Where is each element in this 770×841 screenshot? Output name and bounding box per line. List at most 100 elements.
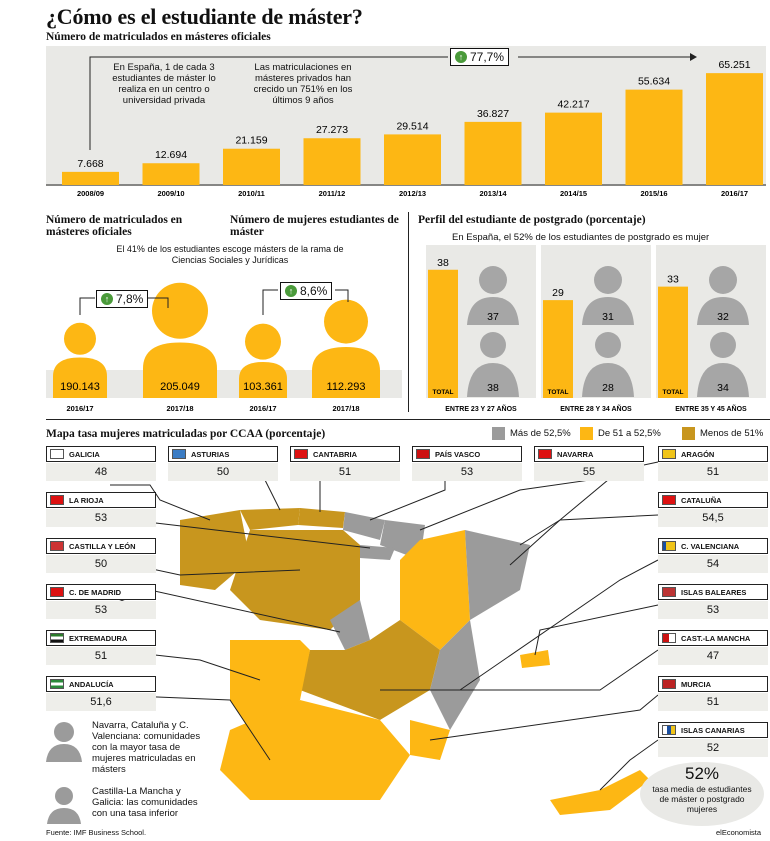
region-castilla-la-mancha <box>300 620 440 720</box>
murcia-name: MURCIA <box>681 679 711 689</box>
label-pais-vasco: PAÍS VASCO <box>412 446 522 462</box>
region-asturias <box>240 508 300 530</box>
la-rioja-flag-icon <box>50 495 64 505</box>
label-madrid: C. DE MADRID <box>46 584 156 600</box>
total-label: TOTAL <box>432 389 453 396</box>
age-group-label: ENTRE 23 Y 27 AÑOS <box>445 404 517 413</box>
canarias-flag-icon <box>662 725 676 735</box>
profile-bar-chart: 38 TOTAL 37 38 ENTRE 23 Y 27 AÑOS 29 TOTAL 31 28… <box>426 245 766 413</box>
legend-swatch-mid <box>580 427 593 440</box>
x-tick-label: 2010/11 <box>238 189 265 198</box>
women-title: Número de mujeres estudiantes de máster <box>230 214 399 238</box>
age-group-label: ENTRE 35 Y 45 AÑOS <box>675 404 747 413</box>
arrow-up-icon: ↑ <box>455 51 467 63</box>
andalucia-flag-icon <box>50 679 64 689</box>
bar-label: 7.668 <box>77 158 103 170</box>
label-valenciana: C. VALENCIANA <box>658 538 768 554</box>
women-value: 37 <box>487 311 499 323</box>
person-head <box>152 282 208 339</box>
la-rioja-name: LA RIOJA <box>69 495 104 505</box>
person-body <box>53 357 107 398</box>
enrollment-bar-chart: 7.668 2008/09 12.694 2009/10 21.159 2010/11 27… <box>46 53 766 198</box>
madrid-name: C. DE MADRID <box>69 587 122 597</box>
man-body <box>467 363 519 397</box>
person-body <box>312 347 380 398</box>
region-valenciana <box>430 620 480 730</box>
enrolled-connector <box>79 297 169 315</box>
total-label: TOTAL <box>662 389 683 396</box>
madrid-flag-icon <box>50 587 64 597</box>
cantabria-name: CANTABRIA <box>313 449 358 459</box>
man-icon <box>595 332 621 358</box>
region-madrid <box>330 600 370 650</box>
person-body <box>239 362 287 398</box>
person-head <box>245 323 281 360</box>
extremadura-flag-icon <box>50 633 64 643</box>
asturias-name: ASTURIAS <box>191 449 230 459</box>
map-title: Mapa tasa mujeres matriculadas por CCAA … <box>46 428 326 440</box>
man-body <box>697 363 749 397</box>
growth-badge: ↑ 77,7% <box>450 48 510 66</box>
aragon-flag-icon <box>662 449 676 459</box>
cataluna-name: CATALUÑA <box>681 495 722 505</box>
extremadura-name: EXTREMADURA <box>69 633 128 643</box>
region-galicia <box>180 510 250 590</box>
woman-icon-small <box>47 787 81 824</box>
legend-high: Más de 52,5% <box>510 428 571 439</box>
people-comparison: 190.143 2016/17 205.049 2017/18 103.361 2016/… <box>53 282 380 413</box>
map-divider <box>46 419 770 420</box>
people-value: 103.361 <box>243 381 283 393</box>
castilla-leon-flag-icon <box>50 541 64 551</box>
bar-label: 36.827 <box>477 108 509 120</box>
growth-value: 77,7% <box>470 50 505 64</box>
pais-vasco-value: 53 <box>412 463 522 481</box>
women-change: 8,6% <box>300 284 328 298</box>
region-la-rioja <box>360 545 395 560</box>
asturias-flag-icon <box>172 449 186 459</box>
bar-2015-16 <box>625 89 683 185</box>
region-cataluna <box>465 530 530 620</box>
men-value: 34 <box>717 382 729 394</box>
enrolled-change: 7,8% <box>116 292 144 306</box>
person-body <box>143 342 217 398</box>
madrid-value: 53 <box>46 601 156 619</box>
bar-2010-11 <box>223 148 280 185</box>
x-tick-label: 2009/10 <box>157 189 184 198</box>
castilla-leon-value: 50 <box>46 555 156 573</box>
region-baleares <box>520 650 550 668</box>
legend-mid: De 51 a 52,5% <box>598 428 661 439</box>
cantabria-flag-icon <box>294 449 308 459</box>
women-value: 31 <box>602 311 614 323</box>
people-value: 190.143 <box>60 381 100 393</box>
x-tick-label: 2013/14 <box>479 189 507 198</box>
people-value: 112.293 <box>327 381 366 393</box>
cantabria-value: 51 <box>290 463 400 481</box>
women-value: 32 <box>717 311 729 323</box>
people-year: 2016/17 <box>66 404 93 413</box>
source: Fuente: IMF Business School. <box>46 828 147 837</box>
bar-2012-13 <box>384 134 441 185</box>
la-rioja-value: 53 <box>46 509 156 527</box>
average-text: tasa media de estudiantes de máster o po… <box>652 784 752 814</box>
pais-vasco-name: PAÍS VASCO <box>435 449 481 459</box>
bar-label: 55.634 <box>638 76 670 88</box>
galicia-name: GALICIA <box>69 449 100 459</box>
brand: elEconomista <box>716 828 762 837</box>
profile-subtitle: En España, el 52% de los estudiantes de … <box>452 232 710 243</box>
age-group-label: ENTRE 28 Y 34 AÑOS <box>560 404 632 413</box>
men-value: 38 <box>487 382 499 394</box>
women-connector <box>262 289 349 315</box>
castilla-la-mancha-name: CAST.-LA MANCHA <box>681 633 751 643</box>
valenciana-value: 54 <box>658 555 768 573</box>
x-tick-label: 2015/16 <box>640 189 667 198</box>
aragon-name: ARAGÓN <box>681 449 715 459</box>
region-extremadura <box>230 640 310 730</box>
low-rate-note: Castilla-La Mancha y Galicia: las comuni… <box>92 786 198 819</box>
pais-vasco-flag-icon <box>416 449 430 459</box>
bar-label: 65.251 <box>718 59 750 71</box>
total-value: 29 <box>552 287 564 299</box>
person-head <box>64 322 96 355</box>
asturias-value: 50 <box>168 463 278 481</box>
murcia-value: 51 <box>658 693 768 711</box>
